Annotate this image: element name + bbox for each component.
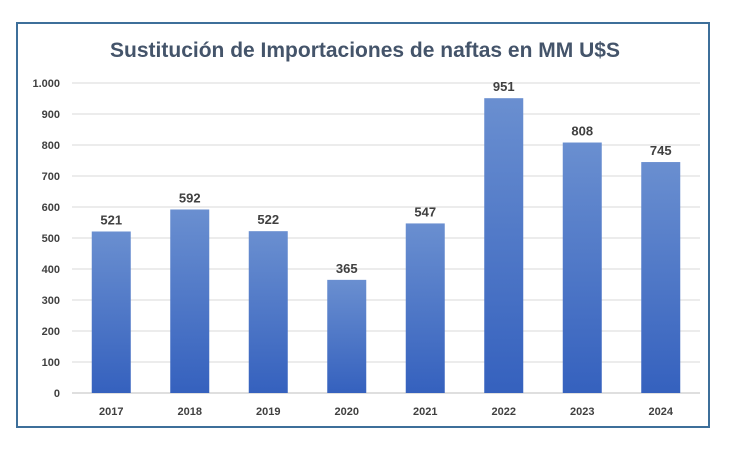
x-tick-label: 2020 [335, 406, 359, 418]
data-label-2019: 522 [257, 212, 279, 227]
bar-2024 [641, 162, 681, 393]
data-label-2021: 547 [414, 204, 436, 219]
bar-2019 [248, 231, 288, 393]
bar-2018 [170, 209, 210, 393]
data-label-2022: 951 [493, 79, 515, 94]
data-label-2024: 745 [650, 143, 672, 158]
x-tick-label: 2017 [99, 406, 123, 418]
x-tick-label: 2022 [492, 406, 516, 418]
y-tick-label: 400 [42, 264, 60, 276]
bar-2017 [91, 231, 131, 393]
x-tick-label: 2021 [413, 406, 437, 418]
data-label-2023: 808 [571, 124, 593, 139]
chart-title: Sustitución de Importaciones de naftas e… [110, 39, 620, 62]
x-tick-label: 2023 [570, 406, 594, 418]
bar-2020 [327, 279, 367, 393]
data-label-2018: 592 [179, 190, 201, 205]
y-tick-label: 200 [42, 326, 60, 338]
y-tick-label: 500 [42, 233, 60, 245]
bar-2021 [405, 223, 445, 393]
y-tick-label: 600 [42, 202, 60, 214]
bars [91, 98, 681, 393]
y-tick-label: 800 [42, 140, 60, 152]
y-axis-tick-labels: 0 100 200 300 400 500 600 700 800 900 1.000 [32, 78, 60, 400]
x-tick-label: 2019 [256, 406, 280, 418]
x-axis-tick-labels: 2017 2018 2019 2020 2021 2022 2023 2024 [99, 406, 674, 418]
y-tick-label: 1.000 [32, 78, 60, 90]
y-tick-label: 100 [42, 357, 60, 369]
x-tick-label: 2018 [178, 406, 202, 418]
gridlines [72, 82, 700, 394]
y-tick-label: 700 [42, 171, 60, 183]
y-tick-label: 0 [54, 388, 60, 400]
y-tick-label: 300 [42, 295, 60, 307]
bar-2022 [484, 98, 524, 393]
x-tick-label: 2024 [649, 406, 674, 418]
y-tick-label: 900 [42, 109, 60, 121]
data-label-2017: 521 [100, 212, 122, 227]
data-label-2020: 365 [336, 261, 358, 276]
bar-2023 [562, 142, 602, 393]
data-labels: 521 592 522 365 547 951 808 745 [100, 79, 671, 276]
